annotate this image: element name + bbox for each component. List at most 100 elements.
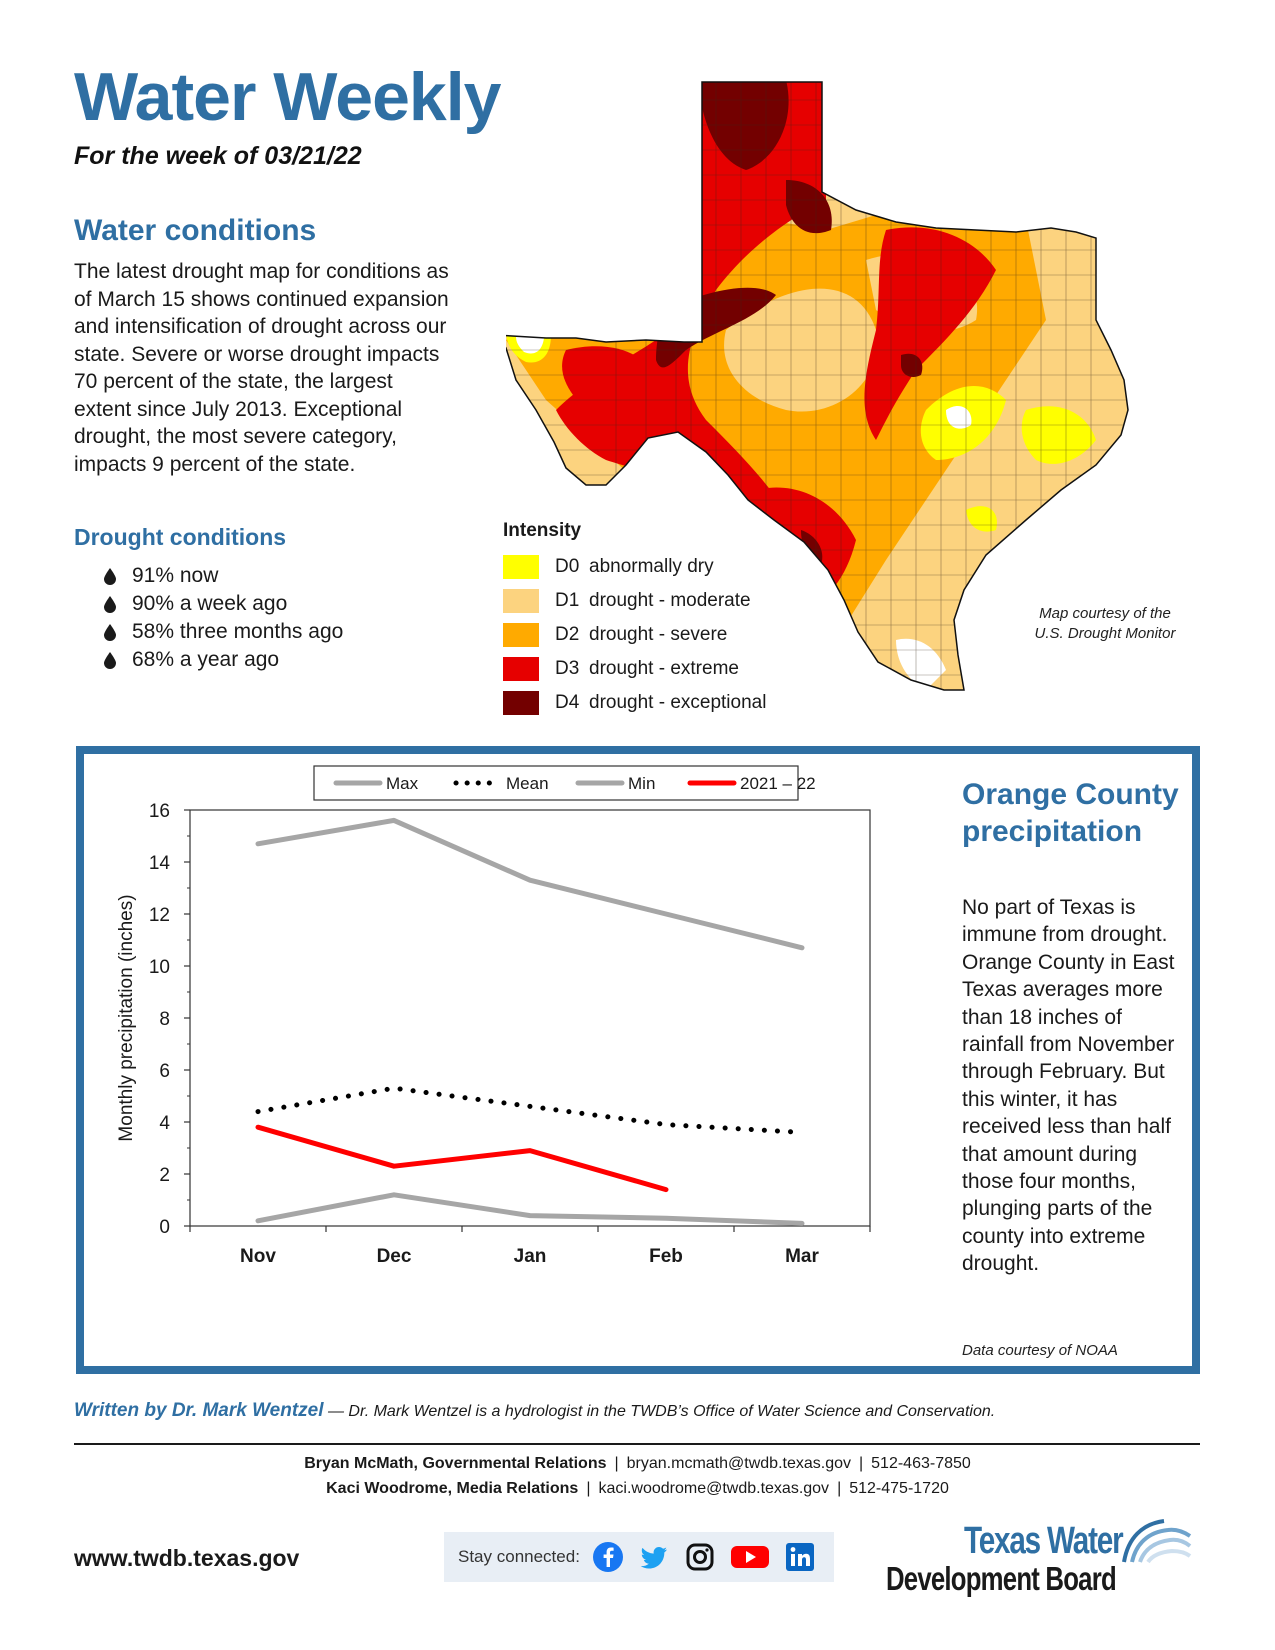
plot-frame xyxy=(189,809,871,1227)
contact-name: Kaci Woodrome, Media Relations xyxy=(326,1480,579,1497)
y-tick-label: 14 xyxy=(149,853,171,874)
texas-map-graphic xyxy=(494,81,1129,691)
newsletter-title: Water Weekly xyxy=(74,59,501,135)
instagram-icon[interactable] xyxy=(684,1541,716,1573)
twdb-logo: Texas Water Development Board xyxy=(886,1518,1196,1598)
legend-swatch-d3 xyxy=(503,657,539,681)
series-line-max xyxy=(255,817,805,951)
legend-label: 2021 – 22 xyxy=(740,774,816,793)
legend-swatch-d2 xyxy=(503,623,539,647)
legend-title: Intensity xyxy=(503,520,582,541)
youtube-icon[interactable] xyxy=(730,1541,770,1573)
author-bio: — Dr. Mark Wentzel is a hydrologist in t… xyxy=(327,1403,996,1420)
twitter-icon[interactable] xyxy=(638,1541,670,1573)
water-drop-icon xyxy=(104,623,116,641)
website-link[interactable]: www.twdb.texas.gov xyxy=(74,1545,300,1571)
contact-phone: 512-463-7850 xyxy=(871,1455,971,1472)
contact-name: Bryan McMath, Governmental Relations xyxy=(304,1455,607,1472)
noaa-credit: Data courtesy of NOAA xyxy=(962,1342,1118,1359)
legend-label: drought - extreme xyxy=(589,658,739,679)
legend-code: D2 xyxy=(555,624,580,645)
author-name: Written by Dr. Mark Wentzel xyxy=(74,1400,324,1421)
water-drop-icon xyxy=(104,567,116,585)
legend-code: D0 xyxy=(555,556,580,577)
contact-row: Kaci Woodrome, Media Relations | kaci.wood… xyxy=(326,1480,949,1497)
x-axis: Nov Dec Jan Feb Mar xyxy=(189,1226,871,1267)
y-axis-label: Monthly precipitation (inches) xyxy=(116,894,137,1141)
series-line-mean xyxy=(255,1085,805,1135)
chart-legend: Max Mean Min 2021 – 22 xyxy=(313,765,816,801)
legend-label: Max xyxy=(386,774,419,793)
list-item: 91% now xyxy=(104,562,343,590)
legend-code: D1 xyxy=(555,590,580,611)
legend-label: Min xyxy=(628,774,655,793)
list-item: 68% a year ago xyxy=(104,646,343,674)
legend-item: D1 drought - moderate xyxy=(503,584,766,618)
water-conditions-heading: Water conditions xyxy=(74,214,317,247)
contact-phone: 512-475-1720 xyxy=(849,1480,949,1497)
y-axis: 0 2 4 6 8 10 12 14 16 xyxy=(149,801,190,1238)
y-tick-label: 12 xyxy=(149,905,170,926)
y-tick-label: 16 xyxy=(149,801,170,822)
drought-stats-list: 91% now 90% a week ago 58% three months … xyxy=(104,562,343,674)
map-legend: Intensity D0 abnormally dry D1 drought -… xyxy=(503,520,766,720)
water-conditions-text: The latest drought map for conditions as… xyxy=(74,260,449,476)
y-tick-label: 0 xyxy=(159,1217,170,1238)
y-tick-label: 2 xyxy=(159,1165,170,1186)
drought-stat: 90% a week ago xyxy=(132,592,288,615)
contact-email[interactable]: bryan.mcmath@twdb.texas.gov xyxy=(626,1455,851,1472)
orange-county-heading: Orange County precipitation xyxy=(962,778,1179,848)
contact-email[interactable]: kaci.woodrome@twdb.texas.gov xyxy=(598,1480,830,1497)
legend-swatch-d0 xyxy=(503,555,539,579)
legend-label: abnormally dry xyxy=(589,556,714,577)
x-tick-label: Feb xyxy=(649,1246,683,1267)
list-item: 90% a week ago xyxy=(104,590,343,618)
legend-label: drought - severe xyxy=(589,624,728,645)
texas-drought-map xyxy=(494,80,1186,720)
water-waves-icon xyxy=(1122,1519,1192,1564)
legend-label: drought - exceptional xyxy=(589,692,767,713)
list-item: 58% three months ago xyxy=(104,618,343,646)
x-tick-label: Jan xyxy=(514,1246,547,1267)
y-tick-label: 10 xyxy=(149,957,170,978)
author-line: Written by Dr. Mark Wentzel — Dr. Mark W… xyxy=(74,1400,995,1422)
map-credit: Map courtesy of the U.S. Drought Monitor xyxy=(1034,605,1176,642)
legend-item: D0 abnormally dry xyxy=(503,550,766,584)
legend-item: D3 drought - extreme xyxy=(503,652,766,686)
y-tick-label: 8 xyxy=(159,1009,170,1030)
y-tick-label: 6 xyxy=(159,1061,170,1082)
legend-swatch-d4 xyxy=(503,691,539,715)
drought-stat: 91% now xyxy=(132,564,219,587)
facebook-icon[interactable] xyxy=(592,1541,624,1573)
precipitation-chart: Max Mean Min 2021 – 22 0 2 4 6 8 10 12 14 16 Nov Dec… xyxy=(116,765,871,1267)
social-label: Stay connected: xyxy=(458,1547,580,1566)
legend-label: drought - moderate xyxy=(589,590,751,611)
legend-code: D3 xyxy=(555,658,580,679)
orange-county-panel: Max Mean Min 2021 – 22 0 2 4 6 8 10 12 14 16 Nov Dec… xyxy=(76,746,1200,1374)
orange-county-text: No part of Texas is immune from drought.… xyxy=(962,896,1175,1276)
legend-swatch-d1 xyxy=(503,589,539,613)
week-subtitle: For the week of 03/21/22 xyxy=(74,142,362,170)
water-drop-icon xyxy=(104,651,116,669)
logo-line2: Development Board xyxy=(886,1560,1117,1597)
series-line-min xyxy=(255,1192,805,1226)
x-tick-label: Mar xyxy=(785,1246,819,1267)
drought-conditions-heading: Drought conditions xyxy=(74,524,287,550)
chart-series xyxy=(255,817,805,1226)
logo-line1: Texas Water xyxy=(964,1520,1124,1562)
legend-label: Mean xyxy=(506,774,549,793)
social-bar: Stay connected: xyxy=(444,1532,834,1582)
drought-stat: 58% three months ago xyxy=(132,620,344,643)
drought-stat: 68% a year ago xyxy=(132,648,280,671)
legend-code: D4 xyxy=(555,692,580,713)
x-tick-label: Dec xyxy=(377,1246,412,1267)
water-drop-icon xyxy=(104,595,116,613)
contact-row: Bryan McMath, Governmental Relations | bry… xyxy=(304,1455,971,1472)
linkedin-icon[interactable] xyxy=(784,1541,816,1573)
series-line-2021-22 xyxy=(255,1124,669,1193)
legend-item: D4 drought - exceptional xyxy=(503,686,766,720)
divider xyxy=(74,1443,1200,1445)
y-tick-label: 4 xyxy=(159,1113,170,1134)
x-tick-label: Nov xyxy=(240,1246,276,1267)
legend-item: D2 drought - severe xyxy=(503,618,766,652)
